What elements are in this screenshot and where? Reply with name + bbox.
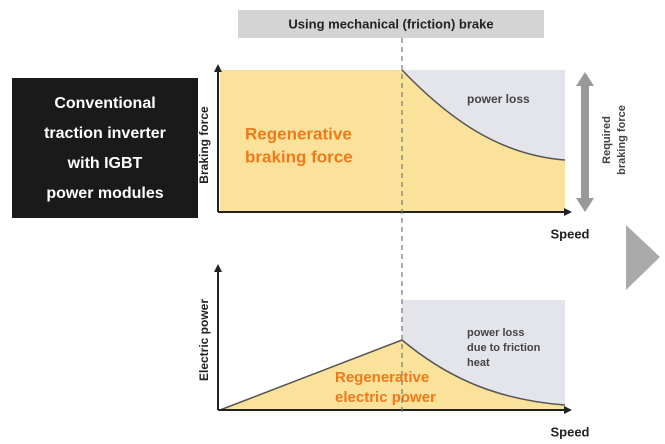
area-label: Regenerative	[335, 369, 429, 386]
y-label: Electric power	[197, 299, 211, 381]
side-text: with IGBT	[67, 155, 143, 172]
area-label: braking force	[245, 147, 353, 166]
x-label: Speed	[550, 226, 589, 241]
banner-box	[238, 10, 544, 38]
next-arrow	[626, 225, 660, 290]
required-label: Required	[601, 116, 613, 164]
loss-label: heat	[467, 357, 490, 369]
banner-text: Using mechanical (friction) brake	[288, 16, 493, 31]
loss-label: due to friction	[467, 342, 541, 354]
loss-label: power loss	[467, 92, 530, 106]
required-label: braking force	[616, 105, 628, 175]
required-arrow	[576, 72, 594, 212]
side-text: Conventional	[54, 95, 155, 112]
regen-area	[220, 340, 565, 410]
y-label: Braking force	[197, 106, 211, 184]
loss-region	[402, 300, 565, 405]
loss-label: power loss	[467, 327, 524, 339]
loss-region	[402, 70, 565, 160]
regen-area	[220, 70, 565, 212]
side-text: power modules	[46, 185, 163, 202]
curve	[219, 339, 566, 411]
side-box	[12, 78, 198, 218]
side-text: traction inverter	[44, 125, 166, 142]
x-label: Speed	[550, 424, 589, 439]
curve	[401, 69, 566, 161]
area-label: electric power	[335, 389, 436, 406]
area-label: Regenerative	[245, 124, 352, 143]
